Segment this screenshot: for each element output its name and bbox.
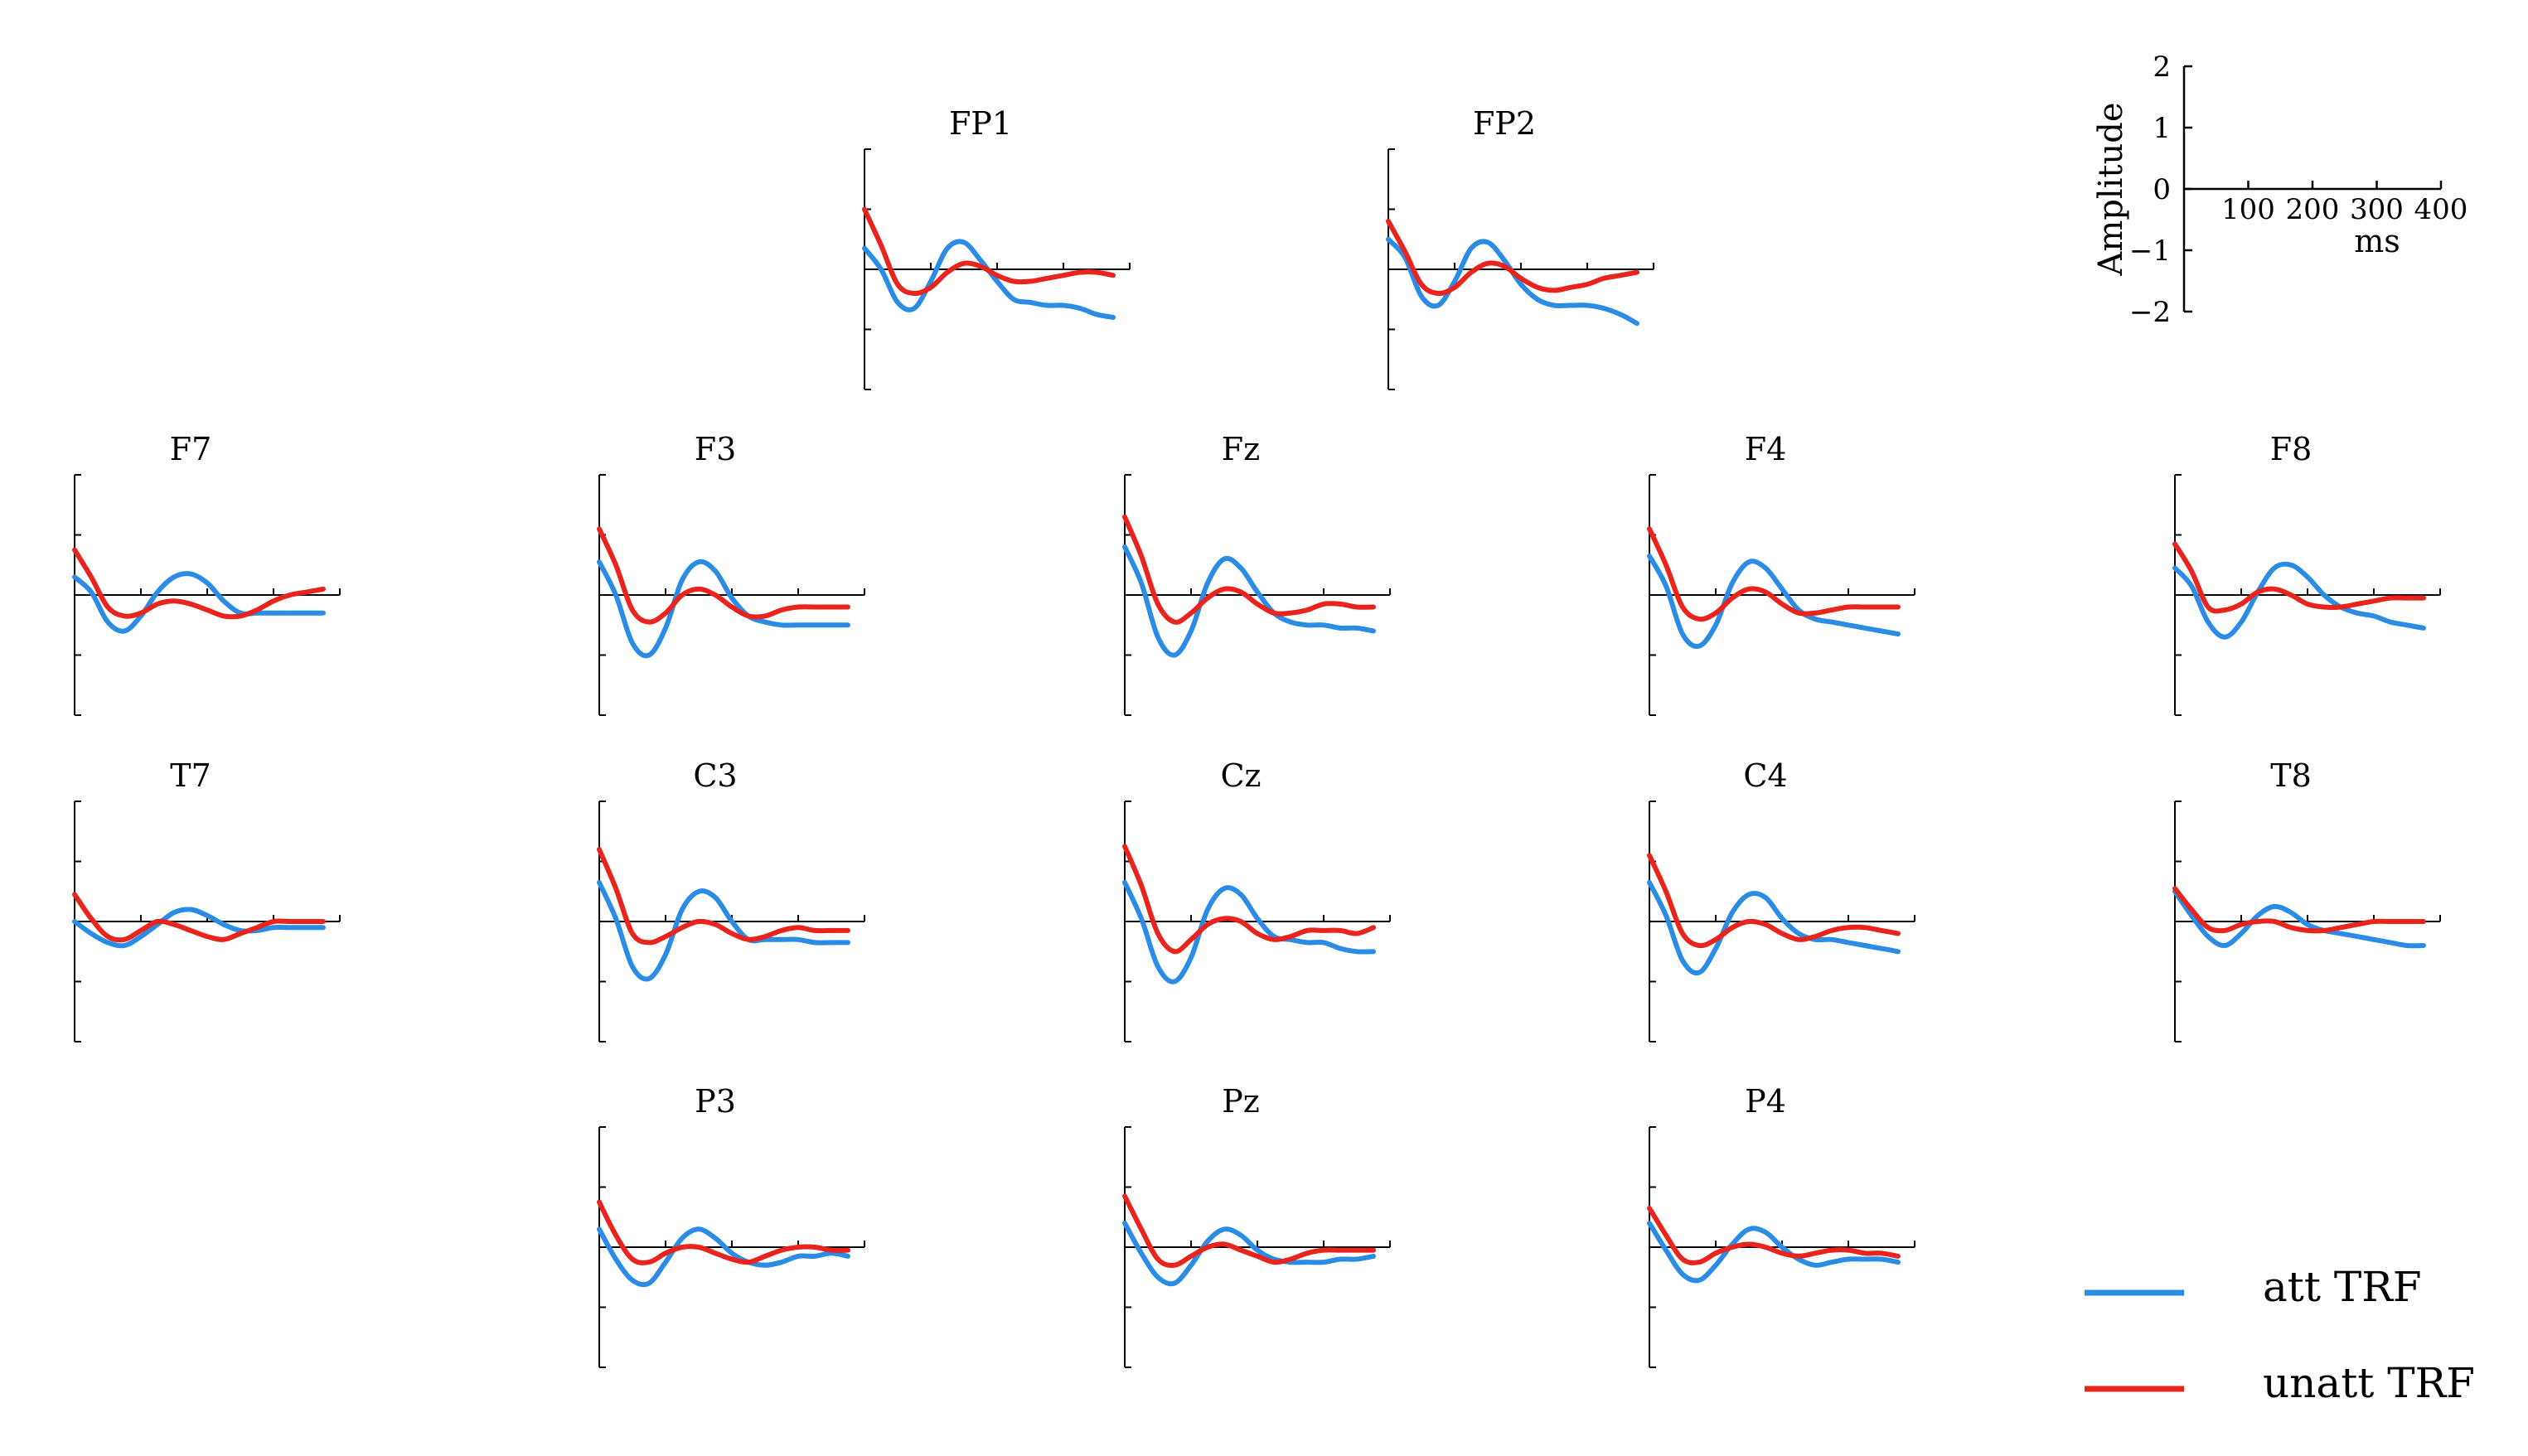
att-trf-line xyxy=(2172,888,2426,949)
unatt-trf-line xyxy=(1647,526,1901,622)
att-trf-line xyxy=(597,879,850,982)
panel-c4: C4 xyxy=(1647,757,1915,1042)
panel-title: T8 xyxy=(2270,757,2312,794)
unatt-trf-line xyxy=(2172,886,2426,934)
scale-x-label: ms xyxy=(2354,223,2400,259)
att-trf-line xyxy=(597,1226,850,1288)
panel-f4: F4 xyxy=(1647,431,1915,716)
panel-title: P3 xyxy=(695,1083,736,1120)
scale-y-tick-label: 1 xyxy=(2153,112,2171,145)
att-trf-line xyxy=(2172,561,2426,640)
panel-title: C4 xyxy=(1743,757,1787,794)
panel-pz: Pz xyxy=(1122,1083,1391,1368)
panel-c3: C3 xyxy=(597,757,865,1042)
legend: att TRF unatt TRF xyxy=(2085,1263,2475,1407)
scale-y-tick-label: −2 xyxy=(2129,296,2171,329)
panel-title: Pz xyxy=(1222,1083,1260,1120)
panel-fp1: FP1 xyxy=(862,105,1131,390)
scale-y-tick-label: 2 xyxy=(2153,51,2171,84)
panel-t7: T7 xyxy=(72,757,341,1042)
unatt-trf-line xyxy=(1122,844,1376,955)
panel-p3: P3 xyxy=(597,1083,865,1368)
panel-f3: F3 xyxy=(597,431,865,716)
scale-x-tick-label: 400 xyxy=(2414,193,2468,226)
panel-f8: F8 xyxy=(2172,431,2441,716)
unatt-trf-line xyxy=(1122,514,1376,625)
panel-t8: T8 xyxy=(2172,757,2441,1042)
att-trf-line xyxy=(862,239,1116,320)
att-trf-line xyxy=(1647,879,1901,976)
panel-title: F7 xyxy=(170,431,212,467)
unatt-trf-line xyxy=(1647,853,1901,949)
panel-title: P4 xyxy=(1745,1083,1786,1120)
panel-fp2: FP2 xyxy=(1386,105,1654,390)
unatt-trf-line xyxy=(597,1199,850,1265)
panel-f7: F7 xyxy=(72,431,341,716)
panel-title: C3 xyxy=(693,757,737,794)
unatt-trf-line xyxy=(597,526,850,625)
unatt-trf-line xyxy=(72,892,326,943)
unatt-trf-line xyxy=(1386,219,1639,297)
panel-title: F4 xyxy=(1745,431,1787,467)
att-trf-line xyxy=(1647,553,1901,649)
unatt-trf-line xyxy=(2172,541,2426,614)
panel-title: F3 xyxy=(695,431,737,467)
att-trf-line xyxy=(1647,1221,1901,1284)
panel-title: F8 xyxy=(2270,431,2312,467)
scale-x-tick-label: 300 xyxy=(2350,193,2404,226)
panel-title: FP2 xyxy=(1473,105,1536,142)
scale-y-label: Amplitude xyxy=(2092,102,2130,276)
scale-y-tick-label: −1 xyxy=(2129,235,2171,268)
panel-fz: Fz xyxy=(1122,431,1391,716)
legend-label: unatt TRF xyxy=(2263,1359,2475,1407)
panel-p4: P4 xyxy=(1647,1083,1915,1368)
unatt-trf-line xyxy=(597,847,850,946)
att-trf-line xyxy=(72,907,326,949)
att-trf-line xyxy=(72,571,326,634)
legend-label: att TRF xyxy=(2263,1263,2422,1311)
att-trf-line xyxy=(597,559,850,659)
att-trf-line xyxy=(1122,879,1376,984)
panel-title: Fz xyxy=(1222,431,1260,467)
panel-title: FP1 xyxy=(949,105,1012,142)
scale-x-tick-label: 200 xyxy=(2286,193,2340,226)
panel-title: T7 xyxy=(170,757,211,794)
panel-cz: Cz xyxy=(1122,757,1391,1042)
unatt-trf-line xyxy=(1122,1193,1376,1268)
scale-reference-axes: 2 1 0 −1 −2 100 200 300 400 ms Amplitude xyxy=(2092,51,2467,329)
unatt-trf-line xyxy=(1647,1205,1901,1265)
panel-title: Cz xyxy=(1220,757,1261,794)
scale-y-tick-label: 0 xyxy=(2153,173,2171,206)
att-trf-line xyxy=(1122,544,1376,658)
att-trf-line xyxy=(1122,1221,1376,1287)
unatt-trf-line xyxy=(862,206,1116,297)
unatt-trf-line xyxy=(72,547,326,620)
scale-x-tick-label: 100 xyxy=(2221,193,2275,226)
